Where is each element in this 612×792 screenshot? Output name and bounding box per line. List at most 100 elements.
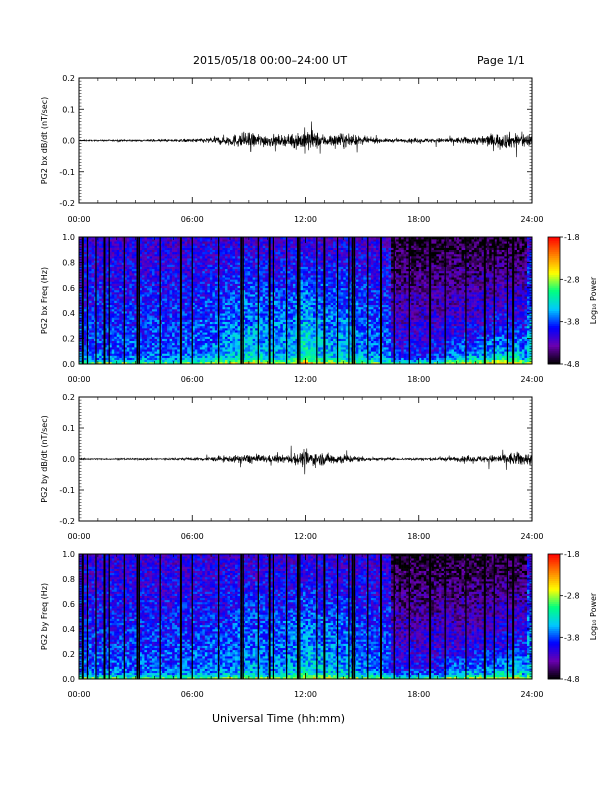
spectrogram-cell bbox=[162, 296, 165, 298]
spectrogram-cell bbox=[97, 343, 100, 345]
spectrogram-cell bbox=[117, 284, 120, 286]
spectrogram-cell bbox=[129, 265, 132, 267]
spectrogram-cell bbox=[149, 239, 152, 241]
spectrogram-cell bbox=[132, 349, 135, 351]
spectrogram-cell bbox=[149, 334, 152, 336]
spectrogram-cell bbox=[142, 356, 145, 358]
spectrogram-cell bbox=[92, 328, 95, 330]
spectrogram-cell bbox=[114, 262, 117, 264]
spectrogram-cell bbox=[97, 265, 100, 267]
spectrogram-cell bbox=[99, 309, 102, 311]
spectrogram-cell bbox=[144, 252, 147, 254]
spectrogram-cell bbox=[127, 281, 130, 283]
spectrogram-cell bbox=[132, 288, 135, 290]
spectrogram-cell bbox=[157, 292, 160, 294]
spectrogram-cell bbox=[132, 324, 135, 326]
spectrogram-cell bbox=[155, 307, 158, 309]
spectrogram-cell bbox=[152, 292, 155, 294]
spectrogram-cell bbox=[97, 358, 100, 360]
spectrogram-cell bbox=[89, 248, 92, 250]
spectrogram-cell bbox=[157, 303, 160, 305]
spectrogram-cell bbox=[162, 301, 165, 303]
spectrogram-cell bbox=[84, 360, 87, 362]
spectrogram-cell bbox=[99, 320, 102, 322]
spectrogram-cell bbox=[155, 250, 158, 252]
spectrogram-cell bbox=[152, 326, 155, 328]
spectrogram-cell bbox=[162, 305, 165, 307]
spectrogram-cell bbox=[152, 311, 155, 313]
spectrogram-cell bbox=[97, 307, 100, 309]
spectrogram-cell bbox=[112, 294, 115, 296]
spectrogram-cell bbox=[152, 334, 155, 336]
spectrogram-cell bbox=[129, 326, 132, 328]
spectrogram-cell bbox=[129, 356, 132, 358]
spectrogram-cell bbox=[84, 284, 87, 286]
spectrogram-cell bbox=[157, 279, 160, 281]
spectrogram-cell bbox=[97, 298, 100, 300]
x-tick-label-0-1: 06:00 bbox=[181, 215, 204, 224]
spectrogram-cell bbox=[157, 281, 160, 283]
spectrogram-cell bbox=[144, 265, 147, 267]
spectrogram-cell bbox=[84, 243, 87, 245]
spectrogram-cell bbox=[152, 330, 155, 332]
spectrogram-cell bbox=[117, 269, 120, 271]
spectrogram-cell bbox=[99, 243, 102, 245]
spectrogram-cell bbox=[132, 313, 135, 315]
spectrogram-cell bbox=[155, 245, 158, 247]
spectrogram-cell bbox=[132, 358, 135, 360]
spectrogram-cell bbox=[152, 256, 155, 258]
spectrogram-cell bbox=[152, 250, 155, 252]
spectrogram-cell bbox=[84, 313, 87, 315]
spectrogram-cell bbox=[114, 292, 117, 294]
spectrogram-cell bbox=[165, 334, 168, 336]
spectrogram-cell bbox=[149, 330, 152, 332]
spectrogram-cell bbox=[165, 288, 168, 290]
spectrogram-cell bbox=[84, 339, 87, 341]
spectrogram-cell bbox=[97, 313, 100, 315]
spectrogram-cell bbox=[127, 347, 130, 349]
spectrogram-cell bbox=[165, 336, 168, 338]
spectrogram-cell bbox=[147, 341, 150, 343]
spectrogram-cell bbox=[162, 286, 165, 288]
spectrogram-cell bbox=[84, 296, 87, 298]
spectrogram-cell bbox=[129, 324, 132, 326]
spectrogram-cell bbox=[89, 275, 92, 277]
x-tick-label-0-3: 18:00 bbox=[407, 215, 430, 224]
spectrogram-cell bbox=[99, 294, 102, 296]
spectrogram-cell bbox=[112, 245, 115, 247]
spectrogram-cell bbox=[129, 256, 132, 258]
spectrogram-cell bbox=[132, 265, 135, 267]
data-trace-0 bbox=[79, 121, 532, 157]
spectrogram-cell bbox=[99, 277, 102, 279]
spectrogram-cell bbox=[144, 311, 147, 313]
spectrogram-cell bbox=[127, 303, 130, 305]
spectrogram-cell bbox=[157, 245, 160, 247]
spectrogram-cell bbox=[162, 313, 165, 315]
spectrogram-cell bbox=[127, 262, 130, 264]
spectrogram-cell bbox=[142, 254, 145, 256]
spectrogram-cell bbox=[117, 345, 120, 347]
spectrogram-cell bbox=[129, 260, 132, 262]
spectrogram-cell bbox=[162, 277, 165, 279]
spectrogram-cell bbox=[132, 260, 135, 262]
spectrogram-cell bbox=[84, 260, 87, 262]
spectrogram-cell bbox=[149, 358, 152, 360]
spectrogram-cell bbox=[117, 339, 120, 341]
spectrogram-cell bbox=[119, 273, 122, 275]
spectrogram-cell bbox=[162, 290, 165, 292]
spectrogram-cell bbox=[165, 360, 168, 362]
spectrogram-cell bbox=[99, 281, 102, 283]
spectrogram-cell bbox=[112, 307, 115, 309]
spectrogram-cell bbox=[155, 339, 158, 341]
spectrogram-cell bbox=[157, 309, 160, 311]
spectrogram-cell bbox=[99, 313, 102, 315]
spectrogram-cell bbox=[149, 328, 152, 330]
spectrogram-cell bbox=[89, 334, 92, 336]
spectrogram-cell bbox=[132, 322, 135, 324]
spectrogram-cell bbox=[132, 303, 135, 305]
spectrogram-cell bbox=[97, 258, 100, 260]
spectrogram-cell bbox=[114, 307, 117, 309]
spectrogram-cell bbox=[89, 273, 92, 275]
spectrogram-cell bbox=[152, 252, 155, 254]
spectrogram-cell bbox=[142, 320, 145, 322]
